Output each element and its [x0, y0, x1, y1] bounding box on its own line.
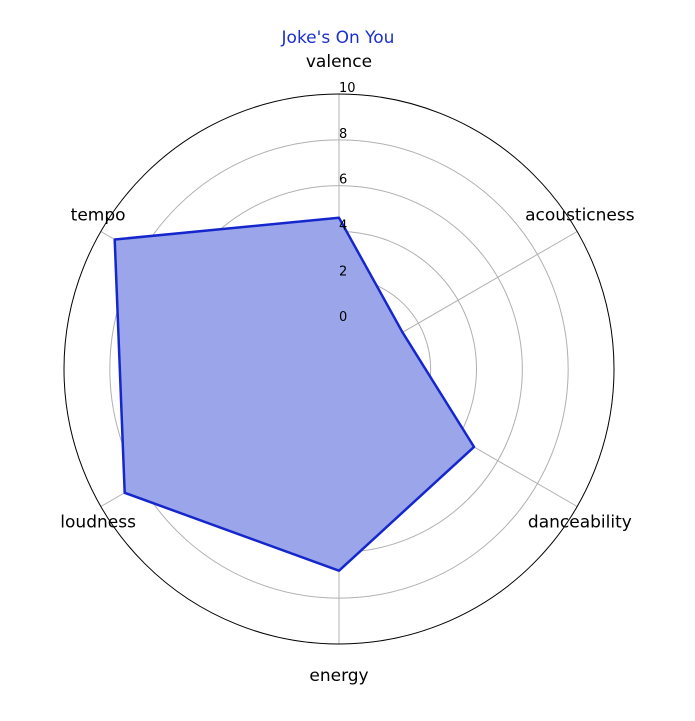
outer-frame	[63, 93, 615, 645]
tick-label-0: 0	[339, 310, 347, 325]
data-layer	[113, 216, 476, 572]
tick-label-2: 2	[339, 264, 347, 279]
axis-label-acousticness: acousticness	[525, 206, 635, 226]
tick-layer: 0 2 4 6 8 10	[339, 81, 356, 325]
series-area-0	[113, 216, 476, 572]
tick-label-10: 10	[339, 81, 356, 96]
tick-label-4: 4	[339, 219, 347, 234]
axis-label-energy: energy	[309, 666, 368, 686]
chart-title: Joke's On You	[281, 28, 395, 48]
axis-label-loudness: loudness	[60, 513, 136, 533]
tick-label-8: 8	[339, 127, 347, 142]
tick-label-6: 6	[339, 173, 347, 188]
axis-label-valence: valence	[306, 52, 372, 72]
axis-label-danceability: danceability	[528, 513, 632, 533]
axis-label-tempo: tempo	[71, 206, 126, 226]
label-layer: valence acousticness danceability energy lou…	[60, 52, 634, 686]
